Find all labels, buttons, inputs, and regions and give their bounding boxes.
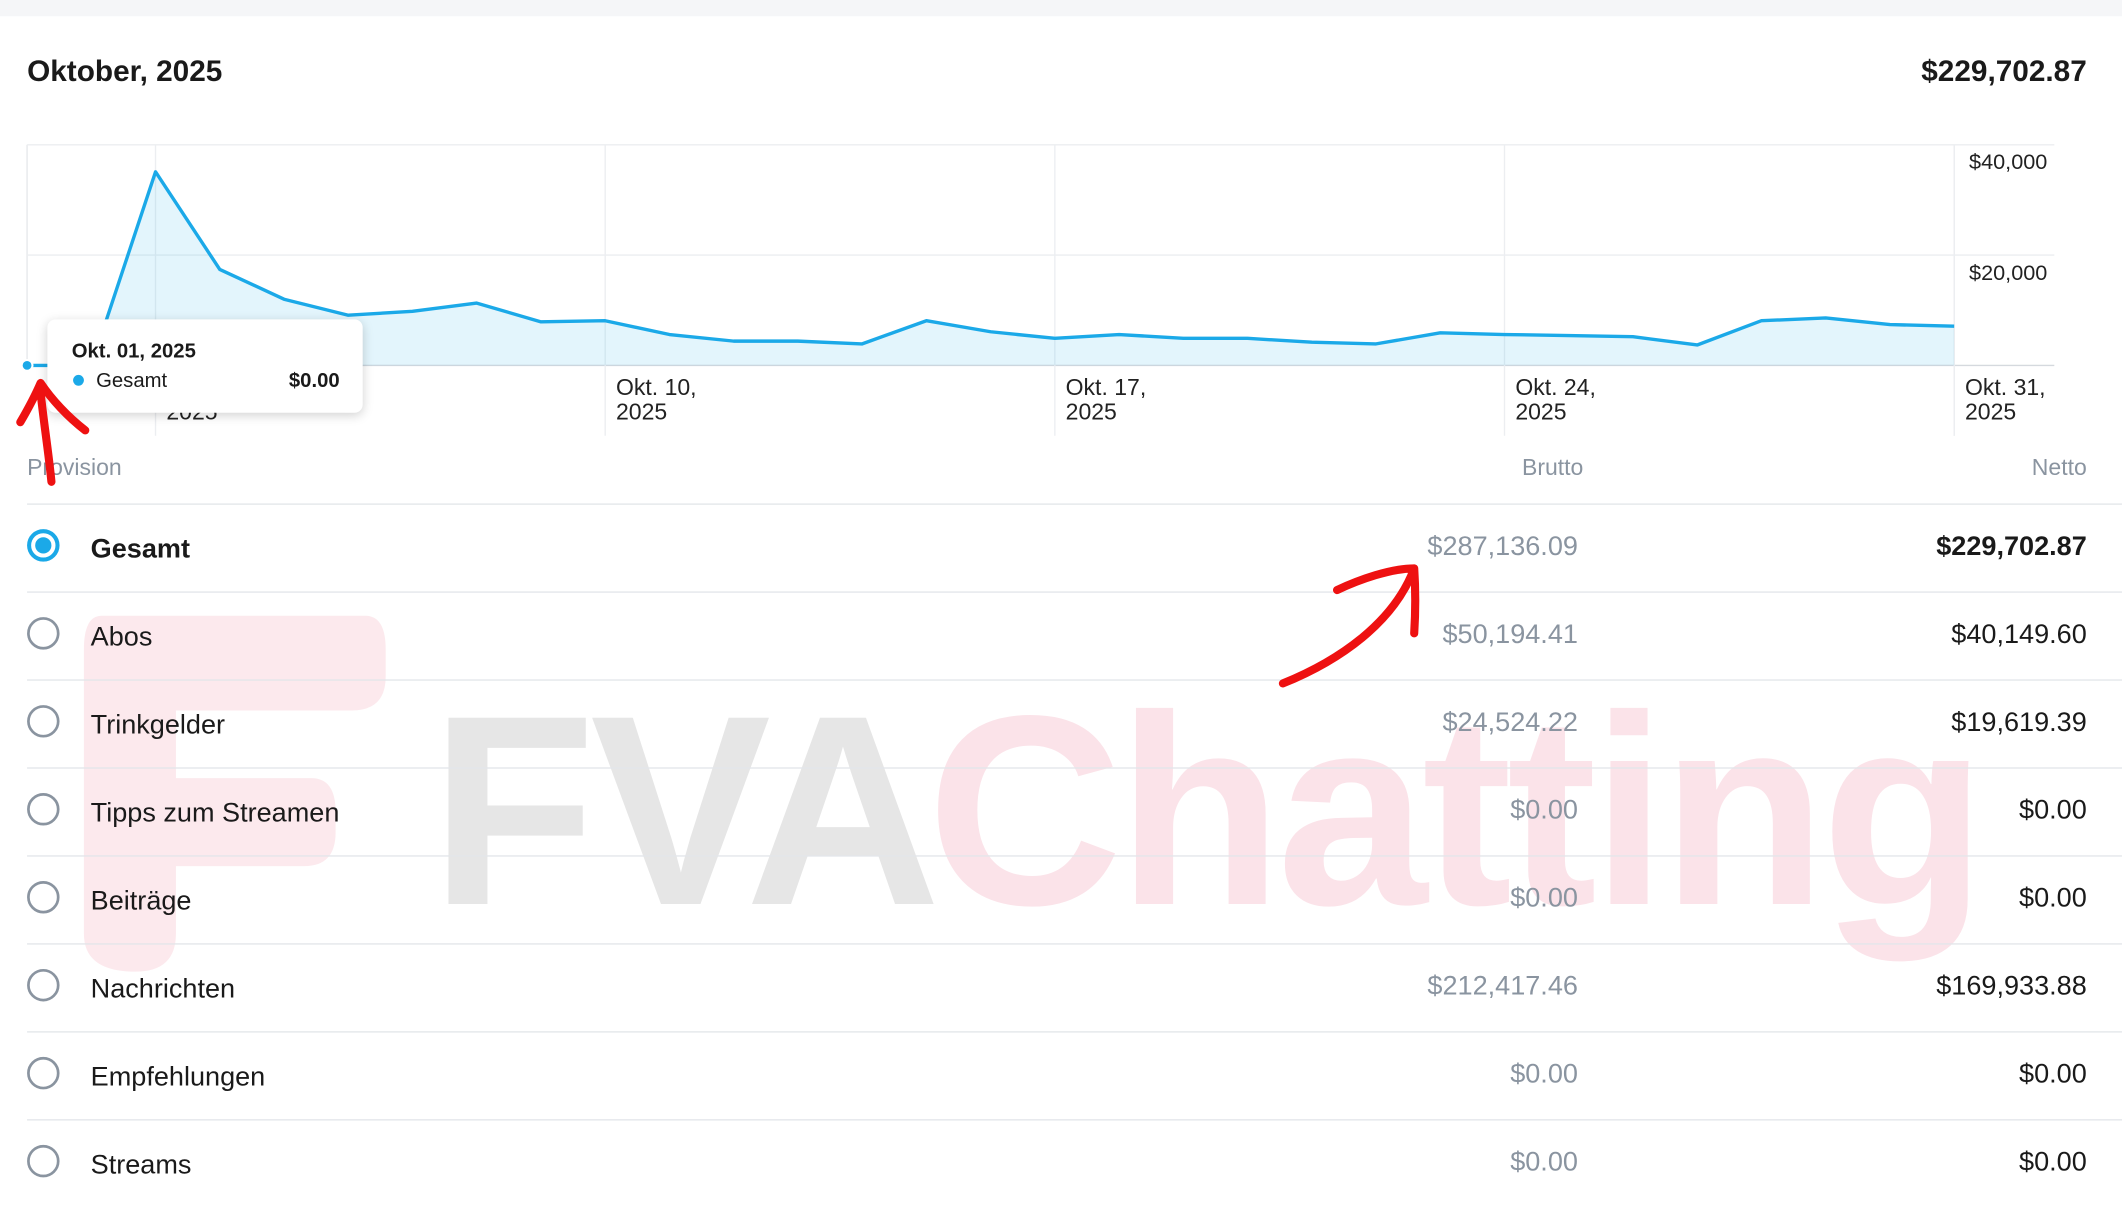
radio-button[interactable] [27, 705, 60, 738]
radio-button[interactable] [27, 793, 60, 826]
table-row[interactable]: Abos $50,194.41 $40,149.60 [27, 591, 2122, 680]
gross-value: $0.00 [1510, 883, 1578, 914]
tooltip-series: Gesamt [96, 369, 168, 393]
gross-value: $287,136.09 [1427, 531, 1578, 562]
net-value: $0.00 [2019, 1147, 2087, 1178]
radio-button[interactable] [27, 968, 60, 1002]
net-value: $229,702.87 [1936, 531, 2087, 562]
tooltip-value: $0.00 [288, 369, 340, 393]
table-row[interactable]: Beiträge $0.00 $0.00 [27, 855, 2122, 944]
y-tick-label: $40,000 [1969, 151, 2048, 175]
net-value: $169,933.88 [1936, 971, 2087, 1002]
watermark-chatting: Chatting [927, 660, 1987, 963]
radio-button[interactable] [27, 1144, 60, 1178]
net-value: $19,619.39 [1951, 707, 2087, 738]
x-tick-label: Okt. 17, 2025 [1065, 374, 1147, 425]
table-row[interactable]: Tipps zum Streamen $0.00 $0.00 [27, 767, 2122, 856]
watermark-fva: FVA [430, 660, 940, 963]
table-row[interactable]: Gesamt $287,136.09 $229,702.87 [27, 503, 2122, 592]
net-value: $0.00 [2019, 1059, 2087, 1090]
radio-button[interactable] [27, 1056, 60, 1090]
row-label: Abos [90, 622, 153, 653]
top-band [0, 0, 2122, 17]
x-tick-label: Okt. 24, 2025 [1515, 374, 1596, 425]
row-label: Streams [90, 1150, 192, 1181]
column-header: Provision [27, 454, 122, 481]
row-label: Trinkgelder [90, 710, 226, 741]
gross-value: $0.00 [1510, 1147, 1578, 1178]
chart [20, 144, 2055, 436]
gross-value: $0.00 [1510, 795, 1578, 826]
gross-value: $0.00 [1510, 1059, 1578, 1090]
gross-value: $212,417.46 [1427, 971, 1578, 1002]
table-row[interactable]: Nachrichten $212,417.46 $169,933.88 [27, 943, 2122, 1032]
table-row[interactable]: Streams $0.00 $0.00 [27, 1119, 2122, 1208]
hover-point [20, 358, 34, 372]
tooltip-date: Okt. 01, 2025 [71, 339, 196, 363]
period-total: $229,702.87 [1921, 54, 2087, 88]
tooltip-dot [73, 374, 84, 386]
radio-button[interactable] [27, 617, 60, 650]
radio-button[interactable] [27, 529, 60, 562]
row-label: Tipps zum Streamen [90, 798, 340, 829]
x-tick-label: Okt. 31, 2025 [1964, 374, 2046, 425]
gross-value: $24,524.22 [1442, 707, 1578, 738]
row-label: Beiträge [90, 886, 192, 917]
gross-value: $50,194.41 [1442, 619, 1578, 650]
annotation-arrow [16, 378, 90, 486]
column-header: Netto [2031, 454, 2087, 481]
tooltip: Okt. 01, 2025 Gesamt $0.00 [47, 319, 363, 413]
table-row[interactable]: Trinkgelder $24,524.22 $19,619.39 [27, 679, 2122, 768]
net-value: $40,149.60 [1951, 619, 2087, 650]
net-value: $0.00 [2019, 883, 2087, 914]
column-header: Brutto [1521, 454, 1584, 481]
net-value: $0.00 [2019, 795, 2087, 826]
row-label: Nachrichten [90, 974, 236, 1005]
line [27, 170, 1955, 368]
area [27, 171, 1955, 366]
radio-button[interactable] [27, 880, 60, 914]
row-label: Empfehlungen [90, 1062, 266, 1093]
period-title: Oktober, 2025 [27, 54, 223, 88]
annotation-arrow [1278, 564, 1420, 688]
row-label: Gesamt [90, 534, 190, 565]
y-tick-label: $20,000 [1969, 261, 2048, 285]
table-row[interactable]: Empfehlungen $0.00 $0.00 [27, 1031, 2122, 1120]
x-tick-label: Okt. 10, 2025 [616, 374, 697, 425]
